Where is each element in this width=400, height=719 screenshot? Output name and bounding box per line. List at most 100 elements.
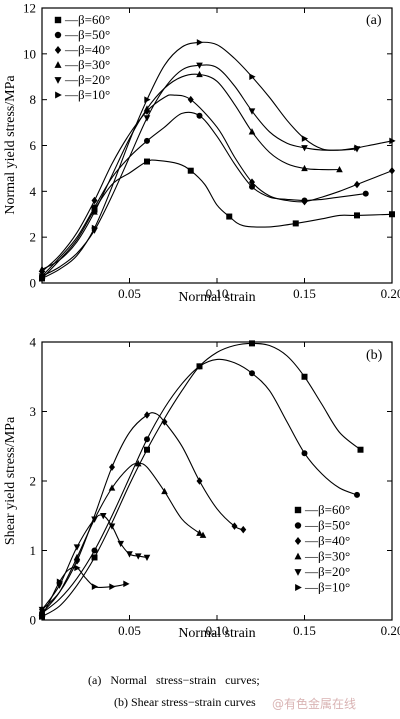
data-point-square — [292, 220, 299, 227]
data-point-triangle-right — [109, 583, 116, 590]
data-point-circle — [196, 112, 203, 119]
data-point-triangle-right — [295, 583, 302, 592]
legend-item: —β=30° — [294, 549, 350, 564]
data-point-triangle-down — [73, 544, 81, 551]
data-point-triangle-down — [301, 145, 308, 152]
data-point-circle — [144, 137, 150, 144]
series-line — [41, 159, 393, 279]
data-point-square — [187, 167, 194, 174]
y-tick-label: 4 — [30, 184, 37, 199]
data-point-triangle-down — [196, 62, 203, 69]
data-point-circle — [144, 436, 150, 443]
data-point-square — [226, 213, 233, 220]
legend-label: —β=20° — [64, 72, 110, 87]
x-tick-label: 0.10 — [206, 286, 229, 301]
y-tick-label: 3 — [30, 404, 37, 419]
caption-line-b: (b) Shear stress−strain curves — [114, 695, 256, 709]
series-triangle-up — [38, 70, 343, 272]
data-point-circle — [249, 183, 255, 190]
series-line — [41, 94, 393, 272]
data-point-triangle-down — [134, 553, 142, 560]
legend-item: —β=50° — [54, 27, 110, 42]
data-point-triangle-right — [91, 583, 99, 590]
series-square — [39, 158, 395, 282]
data-point-triangle-up — [199, 531, 207, 538]
legend-item: —β=10° — [55, 87, 110, 102]
legend-label: —β=50° — [64, 27, 110, 42]
data-point-triangle-up — [301, 164, 308, 172]
series-triangle-right — [39, 39, 396, 282]
legend-item: —β=30° — [54, 57, 110, 72]
legend-label: —β=60° — [64, 12, 110, 27]
data-point-square — [389, 211, 395, 218]
data-point-triangle-right — [91, 224, 99, 232]
data-point-diamond — [294, 537, 302, 545]
x-tick-label: 0.20 — [381, 623, 400, 638]
data-point-triangle-right — [123, 580, 130, 588]
panel-label: (b) — [366, 348, 383, 363]
data-point-triangle-down — [99, 513, 107, 520]
data-point-diamond — [389, 166, 395, 175]
data-point-diamond — [91, 196, 98, 205]
legend-label: —β=30° — [64, 57, 110, 72]
data-point-triangle-up — [196, 529, 203, 536]
y-axis-label: Normal yield stress/MPa — [3, 75, 18, 215]
legend-item: —β=20° — [294, 564, 350, 579]
y-tick-label: 1 — [30, 543, 37, 558]
chart-panel-b: 0.05 0.10 0.15 0.20 0 1 2 3 4 Normal strain Shear … — [3, 335, 400, 642]
x-axis-label: Normal strain — [178, 290, 255, 305]
data-point-circle — [354, 491, 360, 498]
panel-label: (a) — [366, 13, 382, 28]
data-point-triangle-right — [39, 613, 46, 620]
data-point-triangle-right — [56, 578, 64, 586]
data-point-square — [144, 158, 150, 165]
data-point-triangle-down — [91, 516, 98, 523]
chart-panel-a: 0.05 0.10 0.15 0.20 0 2 4 6 8 10 12 Normal strain No… — [3, 1, 400, 306]
x-tick-label: 0.15 — [293, 623, 316, 638]
series-line — [41, 412, 244, 610]
data-point-diamond — [161, 418, 168, 426]
data-point-triangle-right — [196, 39, 204, 46]
series-line — [41, 462, 204, 614]
legend-item: —β=50° — [294, 518, 350, 533]
x-tick-label: 0.05 — [118, 286, 141, 301]
data-point-triangle-down — [108, 523, 116, 530]
data-point-triangle-up — [38, 265, 46, 272]
legend-label: —β=40° — [304, 533, 350, 548]
data-point-triangle-down — [294, 569, 302, 576]
data-point-circle — [91, 547, 98, 554]
data-point-circle — [301, 450, 308, 457]
watermark: @有色金属在线 — [272, 697, 357, 711]
data-point-diamond — [231, 522, 238, 530]
series-line — [41, 73, 340, 270]
legend-label: —β=20° — [304, 564, 350, 579]
y-tick-label: 0 — [30, 613, 37, 628]
y-tick-label: 0 — [30, 276, 37, 291]
data-point-triangle-up — [108, 484, 116, 491]
series-line — [41, 514, 148, 610]
data-point-triangle-right — [39, 275, 46, 282]
data-point-diamond — [109, 463, 115, 471]
x-tick-label: 0.15 — [293, 286, 316, 301]
legend-label: —β=10° — [64, 87, 110, 102]
data-point-square — [294, 506, 302, 514]
data-point-square — [249, 340, 255, 347]
y-axis-label: Shear yield stress/MPa — [3, 416, 18, 545]
data-point-square — [91, 554, 98, 561]
data-point-triangle-down — [38, 606, 46, 614]
series-diamond — [39, 94, 395, 276]
x-tick-label: 0.05 — [118, 623, 141, 638]
y-tick-label: 8 — [30, 92, 37, 107]
data-point-triangle-up — [91, 208, 98, 215]
data-point-triangle-down — [54, 77, 62, 84]
series-triangle-down — [38, 513, 151, 614]
data-point-circle — [294, 522, 302, 529]
data-point-circle — [54, 31, 62, 39]
data-point-triangle-down — [143, 554, 151, 562]
data-point-triangle-down — [117, 540, 125, 548]
data-point-circle — [249, 370, 255, 377]
y-tick-label: 2 — [30, 230, 37, 245]
legend-item: —β=10° — [295, 580, 350, 595]
data-point-square — [144, 446, 150, 453]
data-point-triangle-right — [55, 91, 62, 99]
